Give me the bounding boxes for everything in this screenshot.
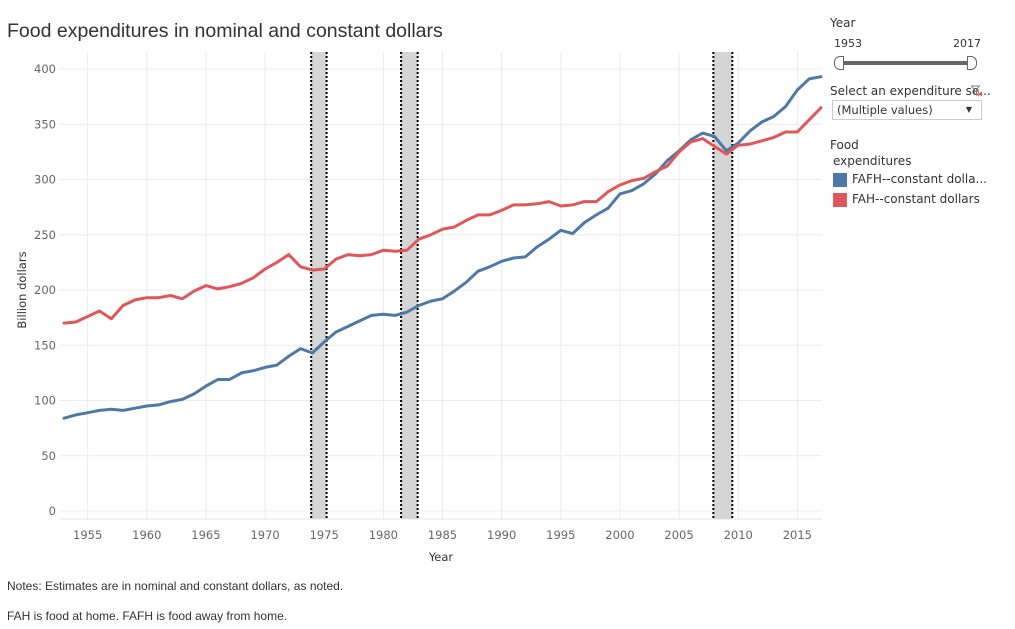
year-filter-label: Year: [830, 16, 856, 30]
y-axis-title: Billion dollars: [15, 251, 29, 328]
y-tick-label: 250: [34, 228, 56, 242]
chart-title: Food expenditures in nominal and constan…: [7, 20, 443, 42]
dropdown-value: (Multiple values): [837, 103, 933, 117]
x-tick-label: 1960: [132, 528, 161, 542]
y-tick-label: 300: [34, 173, 56, 187]
filter-panel: Year 1953 2017 Select an expenditure se.…: [830, 0, 1015, 629]
x-tick-label: 2010: [724, 528, 753, 542]
recession-band: [401, 52, 418, 519]
x-tick-label: 1990: [487, 528, 516, 542]
caret-down-icon: ▼: [965, 105, 972, 114]
x-tick-label: 2005: [664, 528, 693, 542]
y-tick-label: 100: [34, 394, 56, 408]
y-tick-label: 150: [34, 338, 56, 352]
x-axis-title: Year: [428, 550, 454, 564]
series-lines: [62, 75, 823, 420]
notes-line-1: Notes: Estimates are in nominal and cons…: [7, 579, 344, 593]
year-range-slider[interactable]: [838, 61, 974, 65]
x-tick-label: 2000: [605, 528, 634, 542]
legend-swatch-fafh: [833, 173, 847, 187]
recession-bands: [310, 52, 734, 519]
x-axis-ticks: 1955 1960 1965 1970 1975 1980 1985 1990 1995 2000…: [73, 528, 812, 542]
x-tick-label: 1965: [191, 528, 220, 542]
expenditure-series-dropdown[interactable]: (Multiple values) ▼: [832, 100, 982, 120]
x-tick-label: 1955: [73, 528, 102, 542]
series-line-fafh[interactable]: [62, 75, 823, 420]
year-min-value: 1953: [834, 37, 862, 50]
legend-title-line-1: Food: [830, 138, 859, 152]
recession-band: [713, 52, 733, 519]
gridlines: [60, 52, 822, 520]
x-tick-label: 1995: [546, 528, 575, 542]
year-slider-min-handle[interactable]: [834, 56, 844, 70]
x-tick-label: 1980: [369, 528, 398, 542]
recession-band: [311, 52, 327, 519]
x-tick-label: 1970: [250, 528, 279, 542]
x-tick-label: 1985: [428, 528, 457, 542]
y-tick-label: 350: [34, 117, 56, 131]
notes-line-2: FAH is food at home. FAFH is food away f…: [7, 609, 288, 623]
y-tick-label: 50: [41, 449, 56, 463]
series-line-fah[interactable]: [62, 106, 823, 325]
legend-label-fafh: FAFH--constant dolla...: [852, 172, 987, 186]
year-slider-max-handle[interactable]: [967, 56, 977, 70]
y-tick-label: 200: [34, 283, 56, 297]
y-axis-ticks: 0 50 100 150 200 250 300 350 400: [34, 62, 56, 518]
y-tick-label: 400: [34, 62, 56, 76]
legend-swatch-fah: [833, 193, 847, 207]
expenditure-filter-label: Select an expenditure se...: [830, 84, 991, 98]
legend-label-fah: FAH--constant dollars: [852, 192, 980, 206]
y-tick-label: 0: [49, 504, 56, 518]
x-tick-label: 2015: [783, 528, 812, 542]
year-max-value: 2017: [953, 37, 981, 50]
x-tick-label: 1975: [310, 528, 339, 542]
legend-title-line-2: expenditures: [833, 154, 912, 168]
filter-clear-icon[interactable]: [971, 85, 983, 97]
